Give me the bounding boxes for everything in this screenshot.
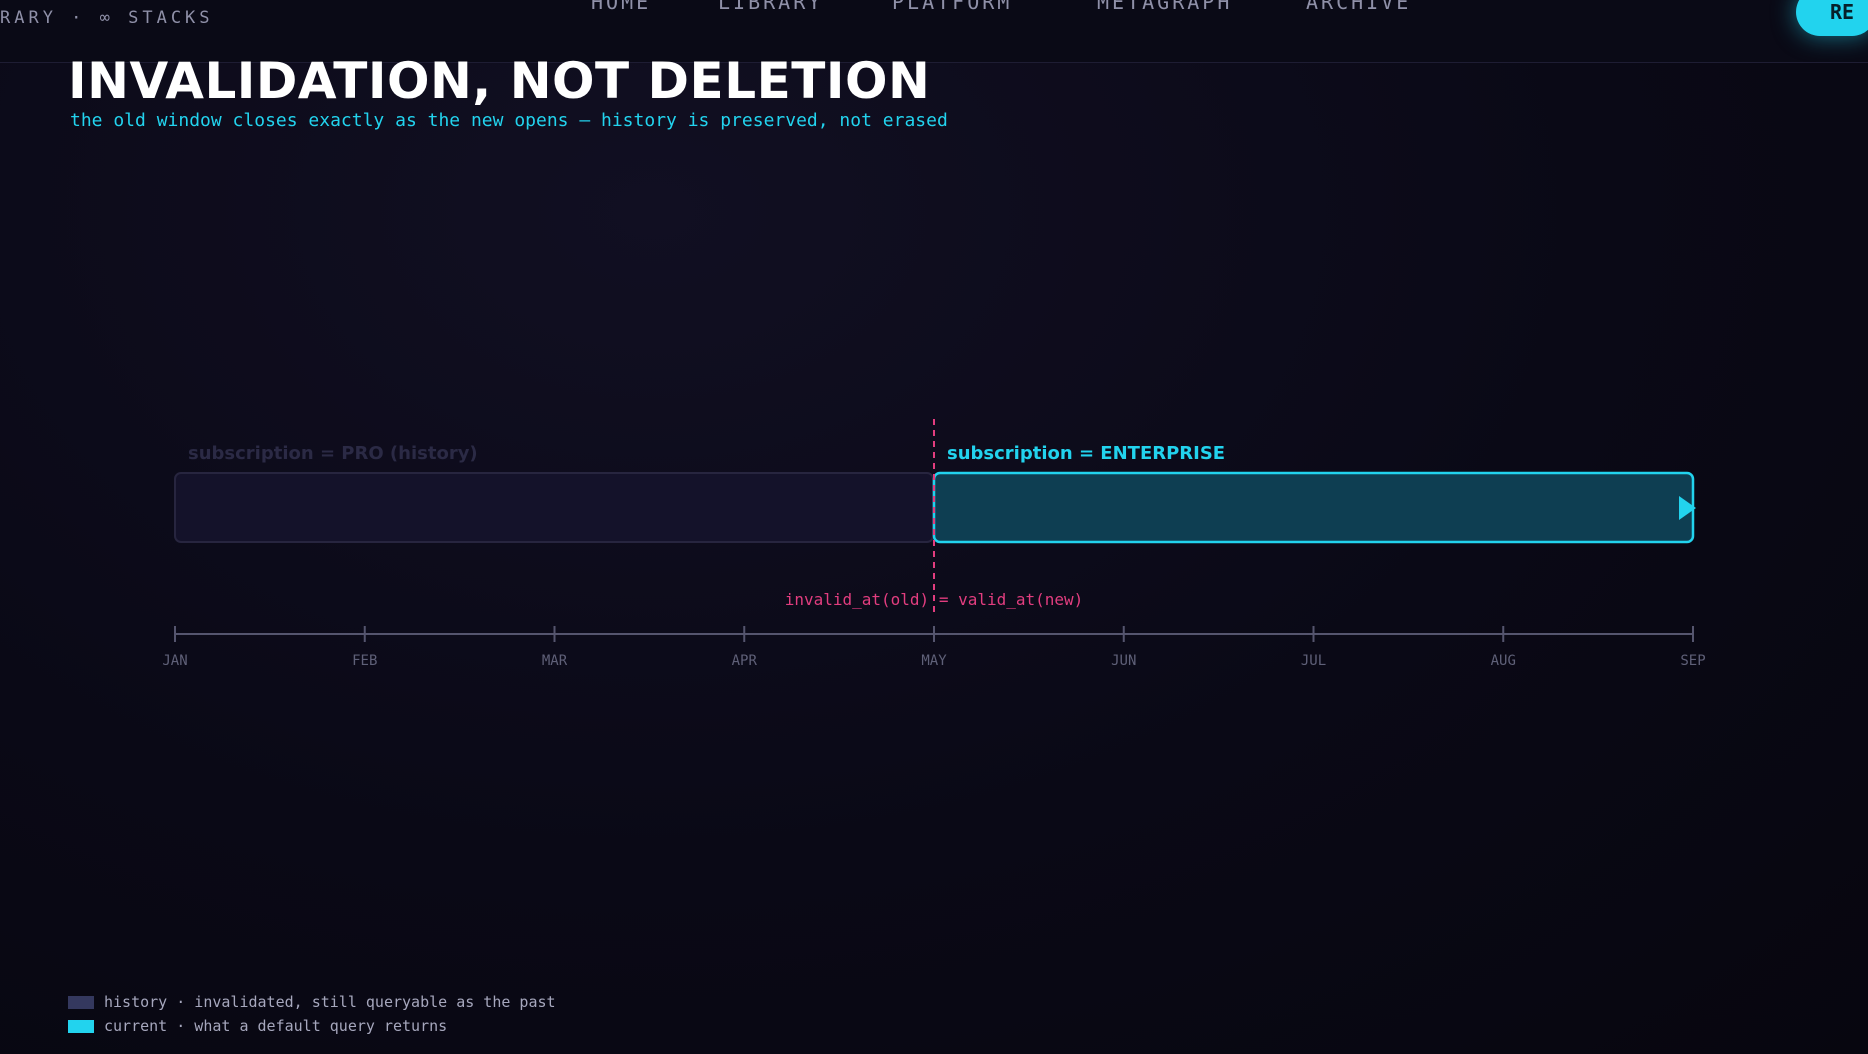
month-label: JUL (1301, 653, 1326, 669)
legend-swatch (68, 996, 94, 1009)
history-bar (174, 472, 934, 543)
current-label: subscription = ENTERPRISE (947, 443, 1225, 464)
nav-link[interactable]: LIBRARY (718, 0, 824, 14)
button-label: RE (1830, 0, 1855, 24)
annotation: invalid_at(old) = valid_at(new) (785, 590, 1084, 609)
top-bar: RARY · ∞ STACKS HOME LIBRARY PLATFORM ME… (0, 0, 1868, 63)
legend-swatch (68, 1020, 94, 1033)
month-label: SEP (1680, 653, 1705, 669)
subtitle: the old window closes exactly as the new… (70, 110, 948, 131)
month-label: APR (732, 653, 758, 669)
current-bar (932, 471, 1695, 544)
history-label: subscription = PRO (history) (188, 443, 478, 464)
arrow (1679, 496, 1696, 520)
nav-link[interactable]: HOME (591, 0, 652, 14)
title: INVALIDATION, NOT DELETION (68, 52, 931, 110)
legend-label: history · invalidated, still queryable a… (104, 993, 556, 1011)
month-label: FEB (352, 653, 377, 669)
nav-link[interactable]: ARCHIVE (1306, 0, 1412, 14)
legend-label: current · what a default query returns (104, 1017, 448, 1035)
month-label: MAR (542, 653, 568, 669)
nav-link[interactable]: METAGRAPH (1097, 0, 1233, 14)
month-label: AUG (1491, 653, 1516, 669)
brand[interactable]: RARY · ∞ STACKS (0, 8, 214, 28)
cta-button[interactable]: RE (1796, 0, 1868, 36)
month-label: MAY (921, 653, 947, 669)
month-label: JUN (1111, 653, 1136, 669)
month-label: JAN (162, 653, 187, 669)
nav-link[interactable]: PLATFORM (892, 0, 1013, 14)
